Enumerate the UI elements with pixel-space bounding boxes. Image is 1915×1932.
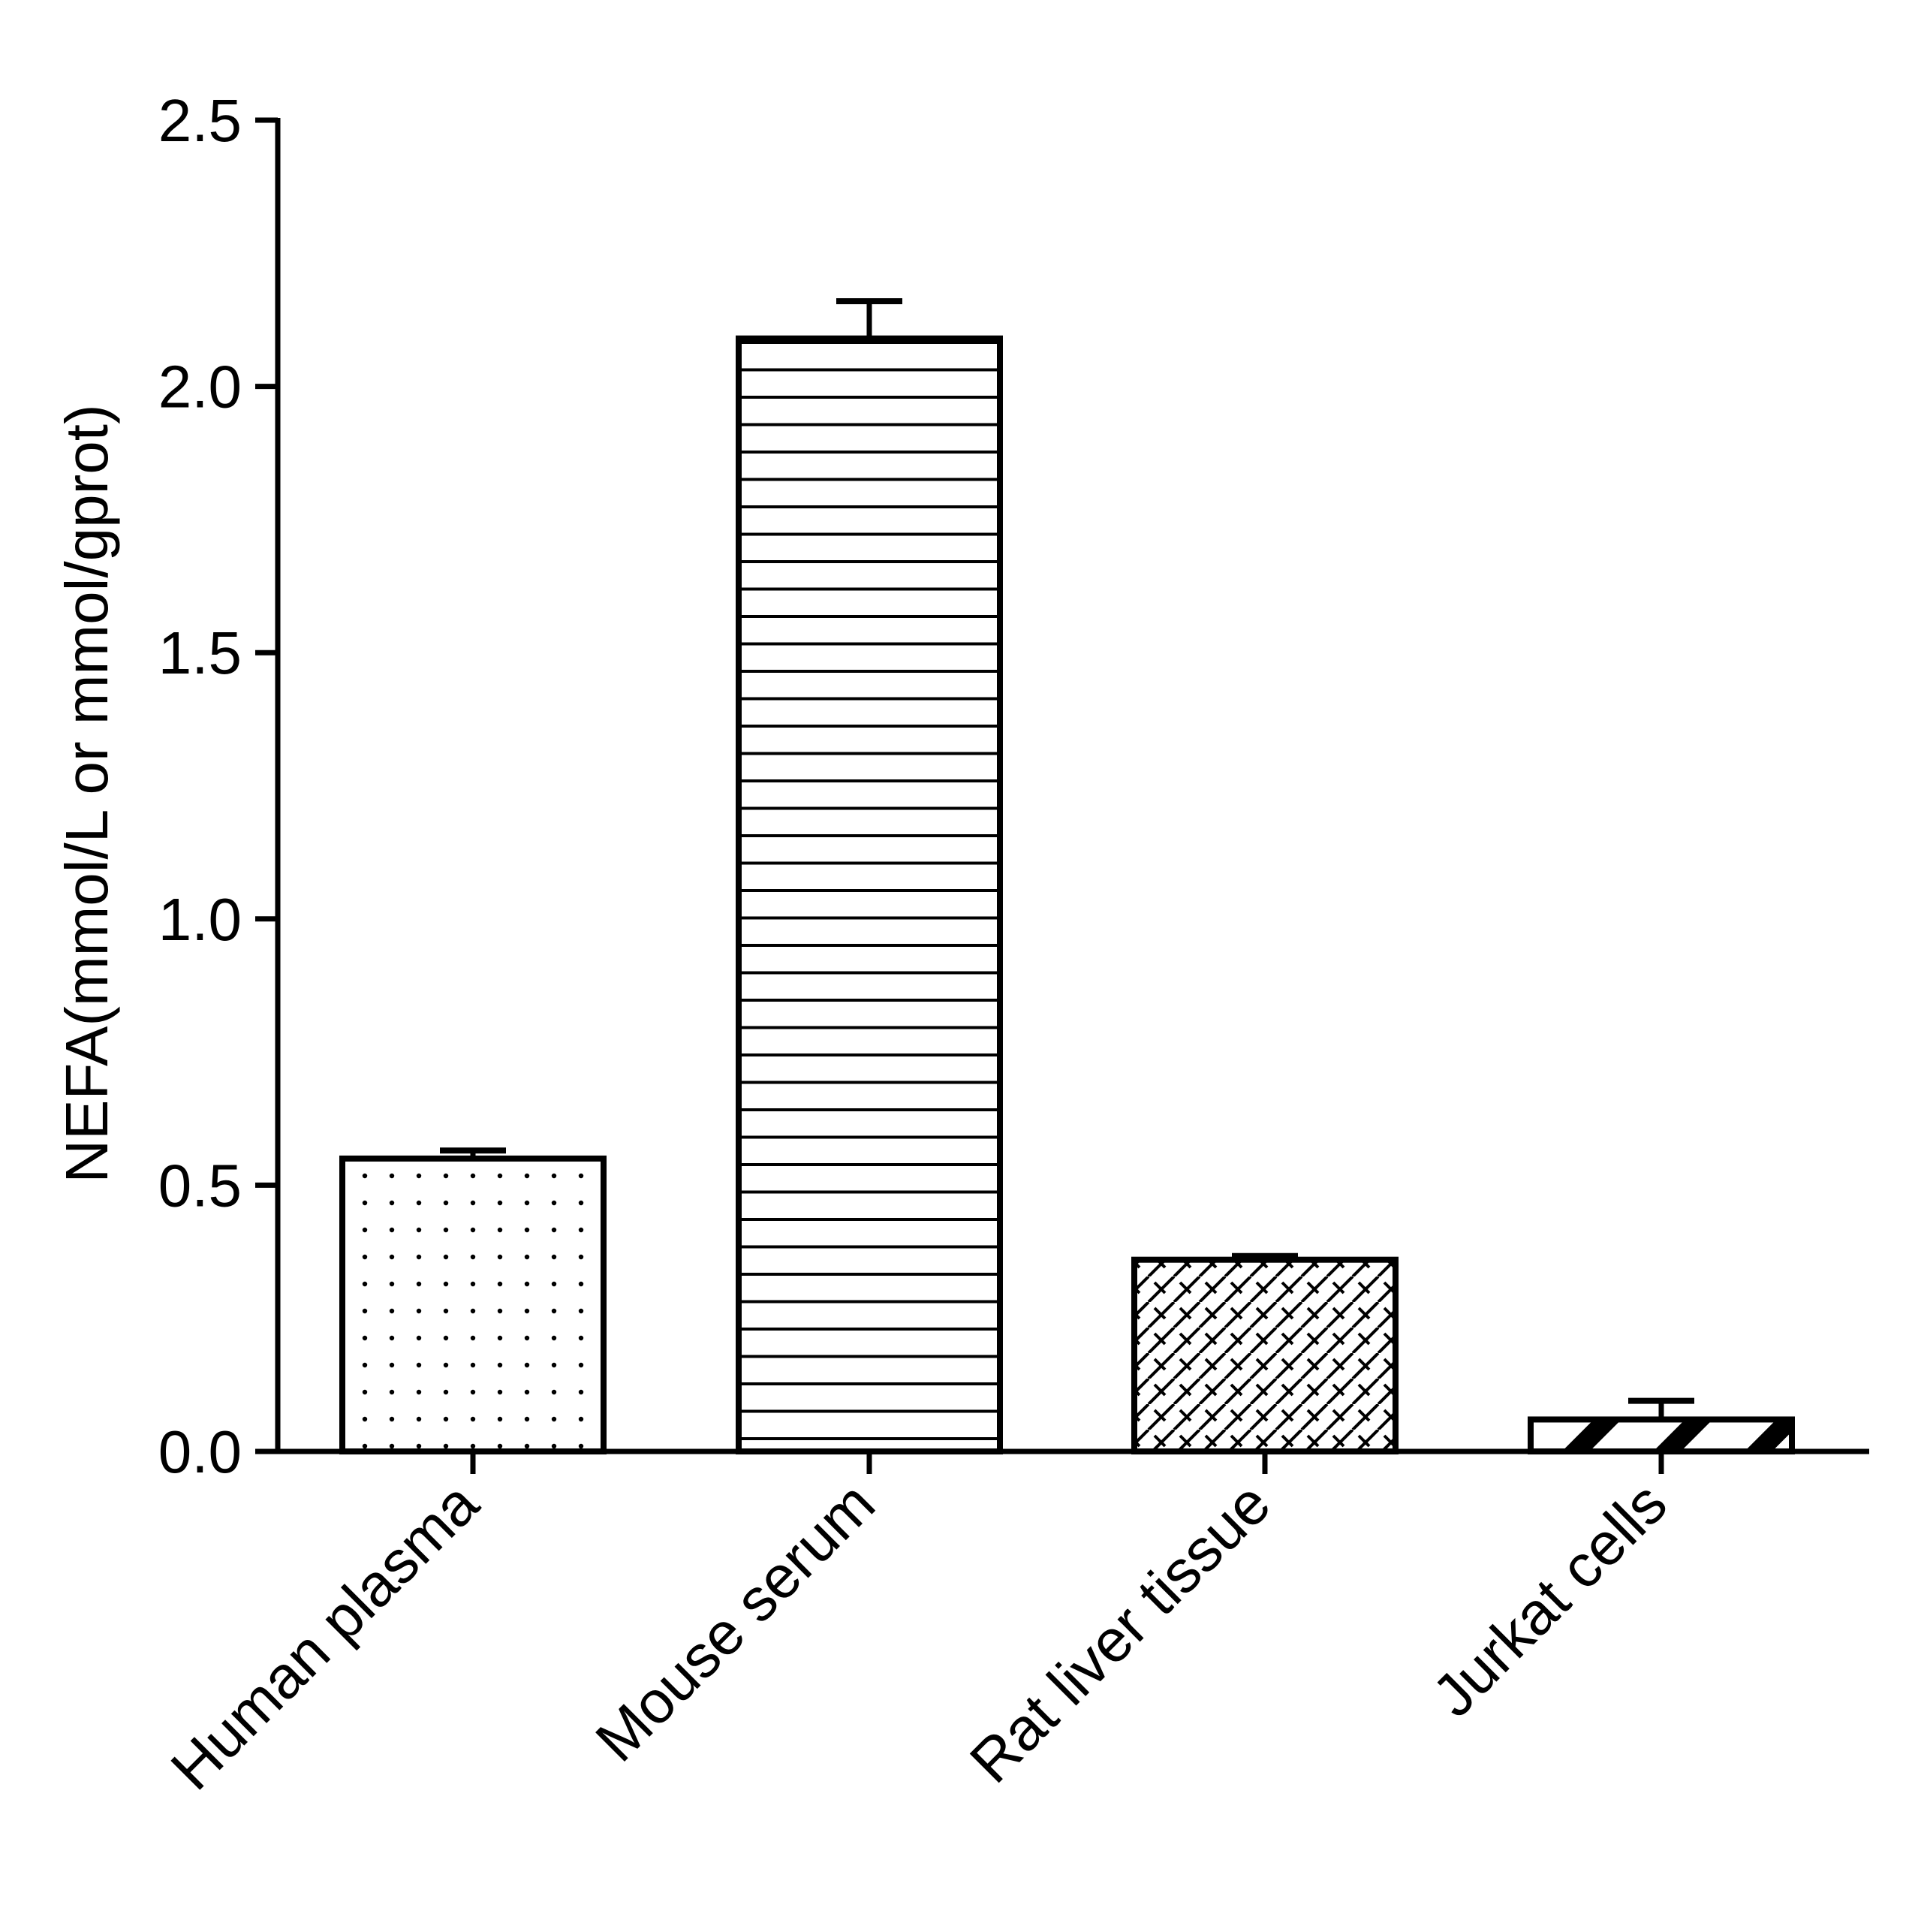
x-category-label: Mouse serum bbox=[583, 1469, 887, 1774]
y-ticks: 0.0 0.5 1.0 1.5 2.0 2.5 bbox=[158, 87, 278, 1485]
y-axis-title: NEFA(mmol/L or mmol/gprot) bbox=[53, 404, 120, 1183]
y-tick-label: 0.5 bbox=[158, 1152, 242, 1219]
axes-layer bbox=[275, 118, 1869, 1454]
bar-mouse-serum bbox=[736, 335, 1003, 1455]
x-category-label: Jurkat cells bbox=[1420, 1469, 1679, 1729]
y-tick-label: 2.0 bbox=[158, 354, 242, 420]
y-tick-label: 1.0 bbox=[158, 886, 242, 953]
x-category-label: Human plasma bbox=[158, 1469, 492, 1803]
y-tick-label: 1.5 bbox=[158, 619, 242, 686]
error-bars-layer bbox=[440, 298, 1694, 1420]
bar-human-plasma bbox=[339, 1155, 607, 1454]
bar-jurkat-cells bbox=[1528, 1416, 1795, 1454]
bar-rat-liver-tissue bbox=[1131, 1256, 1399, 1454]
x-category-label: Rat liver tissue bbox=[957, 1469, 1283, 1795]
y-tick-label: 2.5 bbox=[158, 87, 242, 154]
bars-layer bbox=[339, 335, 1795, 1455]
x-ticks: Human plasma Mouse serum Rat liver tissue J… bbox=[158, 1451, 1679, 1802]
y-tick-label: 0.0 bbox=[158, 1418, 242, 1485]
